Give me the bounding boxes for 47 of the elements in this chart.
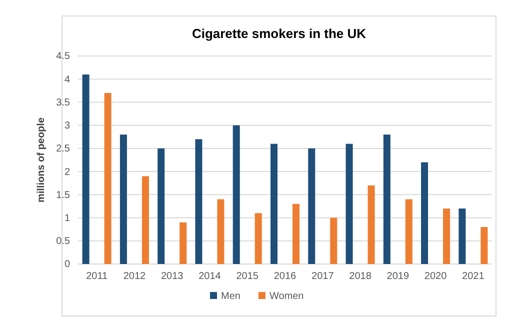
x-tick-label: 2016 xyxy=(274,271,297,282)
bar xyxy=(195,139,202,264)
bar xyxy=(104,92,112,264)
bar xyxy=(82,74,90,264)
bar xyxy=(443,208,450,264)
bar xyxy=(158,148,165,264)
bar xyxy=(292,204,300,264)
bar xyxy=(480,227,488,264)
legend-label: Men xyxy=(221,291,240,302)
x-tick-label: 2014 xyxy=(198,271,222,282)
chart-title: Cigarette smokers in the UK xyxy=(192,26,367,41)
y-tick-label: 1.5 xyxy=(56,190,70,201)
bar xyxy=(405,199,412,264)
y-tick-label: 4 xyxy=(64,74,70,86)
y-tick-label: 3 xyxy=(64,120,70,132)
bar xyxy=(368,185,375,264)
legend-label: Women xyxy=(269,291,304,302)
bar xyxy=(421,162,428,264)
y-axis-title: millions of people xyxy=(36,117,47,203)
x-tick-label: 2017 xyxy=(312,271,334,282)
y-tick-label: 3.5 xyxy=(56,97,70,108)
x-tick-label: 2019 xyxy=(386,271,410,282)
x-tick-label: 2015 xyxy=(236,271,259,282)
bar xyxy=(330,218,338,264)
bar xyxy=(346,144,353,264)
y-tick-label: 2 xyxy=(64,166,70,178)
x-tick-label: 2011 xyxy=(86,271,108,282)
y-tick-label: 0 xyxy=(64,259,70,270)
x-tick-label: 2020 xyxy=(424,271,448,282)
y-tick-label: 0.5 xyxy=(56,236,70,248)
bar xyxy=(232,125,240,264)
bar xyxy=(217,199,224,264)
bar xyxy=(458,208,466,264)
bar xyxy=(383,134,390,264)
bar xyxy=(254,213,262,264)
bar xyxy=(308,148,316,264)
x-tick-label: 2013 xyxy=(160,271,184,282)
bar xyxy=(120,134,127,264)
bar xyxy=(142,176,149,264)
bar xyxy=(180,222,187,264)
x-tick-label: 2012 xyxy=(123,271,146,282)
y-tick-label: 4.5 xyxy=(56,51,70,62)
x-tick-label: 2018 xyxy=(349,271,372,282)
y-tick-label: 1 xyxy=(64,212,70,224)
y-tick-label: 2.5 xyxy=(56,144,70,155)
bar xyxy=(270,144,278,264)
x-tick-label: 2021 xyxy=(462,271,485,282)
